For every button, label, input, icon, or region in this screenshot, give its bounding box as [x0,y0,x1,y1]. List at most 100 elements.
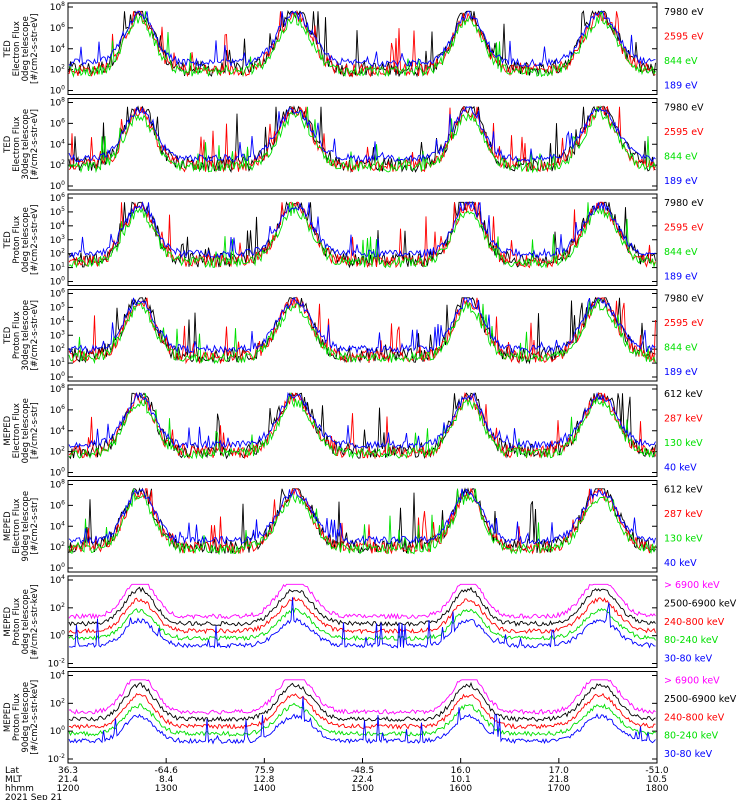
y-axis-label: 30deg telescope [21,109,31,180]
y-axis-label: 90deg telescope [21,491,31,562]
y-axis-label: [#/cm2-s-str-eV] [30,205,40,275]
y-axis-label: Proton Flux [12,311,22,359]
x-tick-label: -51.0 [645,766,669,776]
legend-entry: > 6900 keV [664,676,720,687]
series-trace [68,392,656,460]
legend-entry: 612 keV [664,485,703,496]
x-tick-label: 10.1 [451,775,471,785]
legend-entry: 240-800 keV [664,712,725,723]
y-tick-label: 104 [50,43,65,55]
y-axis-label: 0deg telescope [21,16,31,81]
legend-entry: 7980 eV [664,103,704,114]
panel-frame [67,575,658,668]
y-axis-label: [#/cm2-s-str] [30,498,40,555]
legend-entry: 2500-6900 keV [664,694,737,705]
legend-entry: 80-240 keV [664,731,719,742]
y-axis-label: Proton Flux [12,598,22,646]
y-tick-label: 106 [50,22,65,34]
y-axis-label: TED [3,135,13,154]
y-axis-label: 30deg telescope [21,300,31,371]
series-trace [68,391,656,460]
y-tick-label: 100 [50,276,65,288]
series-trace [68,681,656,723]
legend-entry: 844 eV [664,247,698,258]
y-axis-label: [#/cm2-s-str-eV] [30,300,40,370]
y-tick-label: 10-2 [48,753,66,765]
panel-frame [67,98,658,191]
x-axis-row-label: hhmm [5,784,34,794]
series-trace [68,586,656,627]
y-tick-label: 104 [50,425,65,437]
legend-entry: 7980 eV [664,198,704,209]
y-tick-label: 104 [50,670,65,682]
legend-entry: 240-800 keV [664,617,725,628]
y-tick-label: 102 [50,159,65,171]
y-axis-label: TED [3,40,13,59]
x-tick-label: 1800 [646,784,669,794]
series-trace [68,596,656,635]
x-tick-label: 75.9 [254,766,274,776]
y-axis-label: TED [3,326,13,345]
y-tick-label: 100 [50,562,65,574]
panel-frame [67,193,658,286]
flux-panel-7: 104 102 100 10-2 MEPED Proton Flux 0deg telesc… [3,574,737,670]
series-trace [68,391,656,450]
legend-entry: 2595 eV [664,223,704,234]
y-axis-label: [#/cm2-s-str-eV] [30,14,40,84]
legend-entry: 40 keV [664,558,697,569]
y-axis-label: Proton Flux [12,216,22,264]
y-tick-label: 100 [50,85,65,97]
y-axis-label: Electron Flux [12,403,22,458]
legend-entry: 2500-6900 keV [664,598,737,609]
y-axis-label: 0deg telescope [21,589,31,654]
y-tick-label: 104 [50,138,65,150]
flux-panel-6: 108 106 104 102 100 MEPED Electron Flux 90deg t… [3,479,703,575]
y-tick-label: 104 [50,520,65,532]
series-trace [68,597,656,649]
y-tick-label: 102 [50,602,65,614]
y-tick-label: 102 [50,64,65,76]
series-trace [68,692,656,730]
y-axis-label: MEPED [3,702,13,732]
y-axis-label: 0deg telescope [21,398,31,463]
series-trace [68,202,656,269]
y-tick-label: 105 [50,206,65,218]
y-axis-label: 90deg telescope [21,682,31,753]
y-tick-label: 103 [50,234,65,246]
y-tick-label: 104 [50,574,65,586]
series-trace [68,583,656,620]
legend-entry: 2595 eV [664,127,704,138]
series-trace [68,702,656,737]
y-tick-label: 106 [50,288,65,300]
x-tick-label: 21.8 [549,775,569,785]
x-tick-label: 17.0 [549,766,569,776]
y-tick-label: 101 [50,262,65,274]
legend-entry: 2595 eV [664,32,704,43]
legend-entry: 189 eV [664,176,698,187]
y-tick-label: 100 [50,725,65,737]
series-trace [68,297,656,365]
y-tick-label: 106 [50,499,65,511]
y-tick-label: 100 [50,467,65,479]
flux-panel-5: 108 106 104 102 100 MEPED Electron Flux 0deg te… [3,383,703,479]
legend-entry: 30-80 keV [664,749,713,760]
y-tick-label: 108 [50,1,65,13]
legend-entry: 189 eV [664,81,698,92]
y-axis-label: [#/cm2-s-str-eV] [30,109,40,179]
flux-panel-1: 108 106 104 102 100 TED Electron Flux 0deg tele… [3,1,704,97]
y-tick-label: 102 [50,446,65,458]
x-tick-label: 1400 [253,784,276,794]
legend-entry: 189 eV [664,272,698,283]
y-axis-label: [#/cm2-s-str] [30,402,40,459]
flux-panel-8: 104 102 100 10-2 MEPED Proton Flux 90deg teles… [3,670,737,766]
y-tick-label: 105 [50,301,65,313]
y-axis-label: MEPED [3,606,13,636]
legend-entry: 844 eV [664,343,698,354]
legend-entry: 80-240 keV [664,635,719,646]
date-label: 2021 Sep 21 [5,793,62,800]
legend-entry: 287 keV [664,414,703,425]
y-tick-label: 101 [50,357,65,369]
series-trace [68,607,656,642]
series-trace [68,105,656,174]
